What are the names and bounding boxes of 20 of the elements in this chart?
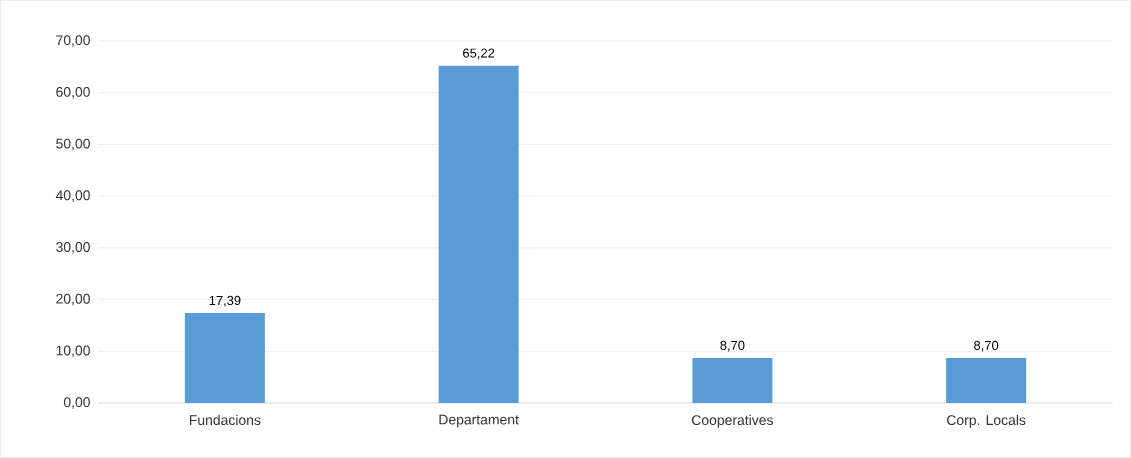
y-tick-label: 70,00: [56, 35, 90, 47]
y-tick-label: 0,00: [63, 397, 90, 409]
y-tick-label: 20,00: [56, 293, 90, 306]
data-label: 8,70: [974, 340, 999, 352]
x-tick-label: Departament: [439, 414, 519, 428]
bar: [438, 65, 519, 403]
data-label: 17,39: [209, 295, 241, 307]
y-tick-label: 60,00: [56, 86, 90, 99]
y-tick-label: 50,00: [56, 138, 90, 151]
bar: [946, 358, 1027, 403]
bar: [184, 313, 265, 403]
x-tick-label: Corp. Locals: [947, 414, 1026, 428]
x-tick-label: Cooperatives: [691, 414, 773, 428]
y-tick-label: 40,00: [55, 190, 90, 202]
data-label: 65,22: [463, 48, 495, 60]
y-tick-label: 30,00: [56, 242, 90, 254]
bar: [692, 358, 773, 403]
x-tick-label: Fundacions: [189, 414, 261, 426]
data-label: 8,70: [720, 340, 745, 352]
y-tick-label: 10,00: [56, 345, 90, 358]
